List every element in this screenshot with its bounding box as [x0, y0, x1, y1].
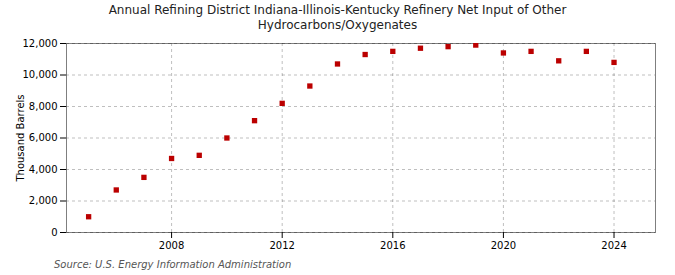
- svg-text:2020: 2020: [491, 240, 516, 251]
- svg-text:10,000: 10,000: [23, 69, 58, 80]
- svg-text:6,000: 6,000: [29, 132, 58, 143]
- html-text:Annual Refining District India: Annual Refining District Indiana-Illinoi…: [108, 3, 567, 32]
- svg-text:8,000: 8,000: [29, 101, 58, 112]
- svg-text:2012: 2012: [269, 240, 294, 251]
- html-text:Source: U.S. Energy Informatio: Source: U.S. Energy Information Administ…: [54, 259, 292, 270]
- svg-text:2,000: 2,000: [29, 195, 58, 206]
- svg-text:4,000: 4,000: [29, 164, 58, 175]
- svg-text:2024: 2024: [601, 240, 626, 251]
- svg-text:Thousand Barrels: Thousand Barrels: [15, 94, 26, 182]
- svg-text:12,000: 12,000: [23, 38, 58, 49]
- svg-text:2008: 2008: [159, 240, 184, 251]
- svg-text:2016: 2016: [380, 240, 405, 251]
- svg-text:0: 0: [51, 227, 57, 238]
